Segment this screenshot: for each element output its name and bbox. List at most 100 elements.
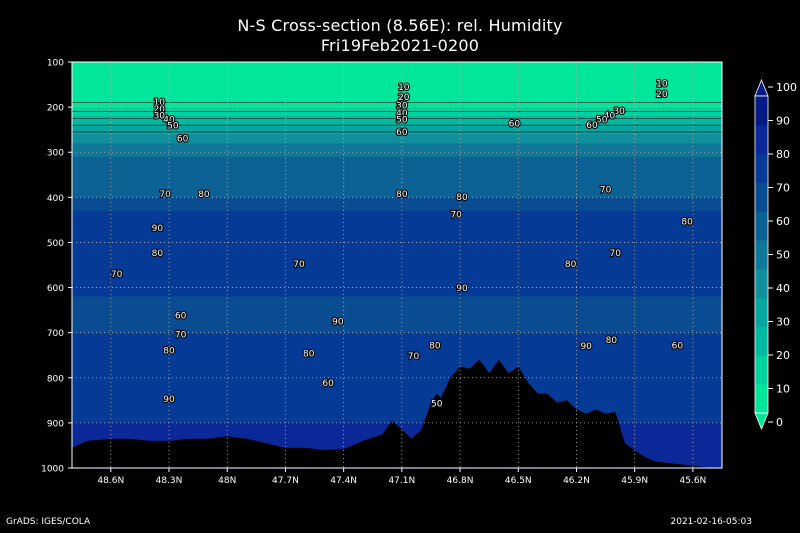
contour-label: 70 <box>175 331 187 341</box>
contour-label: 70 <box>159 190 171 200</box>
contour-label: 80 <box>396 190 408 200</box>
colorbar-label: 80 <box>776 148 790 161</box>
humidity-band <box>72 197 722 212</box>
contour-label: 50 <box>431 400 443 410</box>
contour-label: 80 <box>152 249 164 259</box>
colorbar-segment <box>755 326 768 356</box>
y-tick-label: 900 <box>47 419 64 429</box>
colorbar-segment <box>755 124 768 155</box>
contour-label: 80 <box>303 349 315 359</box>
contour-label: 60 <box>175 312 187 322</box>
contour-label: 50 <box>396 115 408 125</box>
humidity-band <box>72 156 722 198</box>
x-tick-label: 47.1N <box>388 476 415 486</box>
contour-label: 70 <box>408 352 420 362</box>
contour-label: 10 <box>656 79 668 89</box>
contour-label: 90 <box>456 284 468 294</box>
colorbar-label: 10 <box>776 383 790 396</box>
contour-label: 30 <box>613 107 625 117</box>
humidity-band <box>72 251 722 298</box>
contour-label: 80 <box>429 341 441 351</box>
y-tick-label: 800 <box>47 374 64 384</box>
humidity-band <box>72 62 722 99</box>
contour-label: 40 <box>163 115 175 125</box>
colorbar-segment <box>755 182 768 212</box>
humidity-band <box>72 125 722 135</box>
plot-frame <box>71 61 723 469</box>
y-tick-label: 300 <box>47 149 64 159</box>
y-tick-label: 100 <box>47 59 64 69</box>
contour-label: 20 <box>398 93 410 103</box>
x-tick-label: 45.9N <box>621 476 648 486</box>
colorbar-label: 20 <box>776 349 790 362</box>
timestamp-text: 2021-02-16-05:03 <box>670 517 753 527</box>
contour-label: 90 <box>580 342 592 352</box>
contour-label: 70 <box>293 260 305 270</box>
contour-label: 90 <box>332 317 344 327</box>
contour-label: 80 <box>163 346 175 356</box>
colorbar-segment <box>755 268 768 299</box>
colorbar-label: 30 <box>776 316 790 329</box>
colorbar-segment <box>755 297 768 327</box>
y-tick-label: 600 <box>47 284 64 294</box>
humidity-band <box>72 210 722 253</box>
y-tick-label: 700 <box>47 329 64 339</box>
contour-label: 80 <box>456 193 468 203</box>
contour-label: 80 <box>198 190 210 200</box>
colorbar-label: 40 <box>776 282 790 295</box>
x-tick-label: 46.5N <box>505 476 532 486</box>
contour-label: 60 <box>396 128 408 138</box>
contour-label: 80 <box>606 336 618 346</box>
humidity-band <box>72 116 722 126</box>
contour-label: 80 <box>565 260 577 270</box>
contour-label: 60 <box>322 379 334 389</box>
colorbar-top-arrow <box>754 78 769 97</box>
chart-title: N-S Cross-section (8.56E): rel. Humidity <box>237 16 563 35</box>
colorbar-segment <box>755 240 768 270</box>
terrain-silhouette <box>72 359 713 468</box>
contour-label: 30 <box>396 101 408 111</box>
chart-subtitle: Fri19Feb2021-0200 <box>320 36 480 55</box>
humidity-band <box>72 296 722 334</box>
x-tick-label: 48.6N <box>97 476 124 486</box>
contour-label: 50 <box>596 115 608 125</box>
colorbar-bottom-arrow <box>754 412 769 431</box>
x-tick-label: 48.3N <box>156 476 183 486</box>
x-tick-label: 46.2N <box>563 476 590 486</box>
colorbar-segment <box>755 96 768 126</box>
colorbar-label: 60 <box>776 215 790 228</box>
contour-label: 40 <box>604 112 616 122</box>
humidity-band <box>72 134 722 144</box>
colorbar-segment <box>755 153 768 183</box>
colorbar-segment <box>755 211 768 241</box>
contour-label: 10 <box>398 83 410 93</box>
contour-label: 30 <box>154 112 166 122</box>
contour-label: 60 <box>672 341 684 351</box>
contour-label: 50 <box>167 122 179 132</box>
contour-label: 70 <box>450 211 462 221</box>
colorbar-segment <box>755 355 768 385</box>
contour-label: 60 <box>586 121 598 131</box>
contour-label: 20 <box>154 105 166 115</box>
x-tick-label: 47.4N <box>330 476 357 486</box>
contour-label: 90 <box>163 395 175 405</box>
colorbar-label: 70 <box>776 182 790 195</box>
contour-label: 60 <box>509 119 521 129</box>
contour-label: 60 <box>177 134 189 144</box>
x-tick-label: 48N <box>218 476 236 486</box>
colorbar-label: 50 <box>776 249 790 262</box>
humidity-band <box>72 332 722 379</box>
colorbar-segment <box>755 384 768 414</box>
colorbar-label: 100 <box>776 81 797 94</box>
y-tick-label: 500 <box>47 239 64 249</box>
contour-label: 20 <box>656 90 668 100</box>
x-tick-label: 45.6N <box>680 476 707 486</box>
y-tick-label: 200 <box>47 104 64 114</box>
colorbar-label: 90 <box>776 115 790 128</box>
contour-label: 70 <box>600 185 612 195</box>
contour-label: 70 <box>610 249 622 259</box>
contour-label: 10 <box>154 98 166 108</box>
contour-label: 80 <box>681 217 693 227</box>
contour-label: 70 <box>111 270 123 280</box>
